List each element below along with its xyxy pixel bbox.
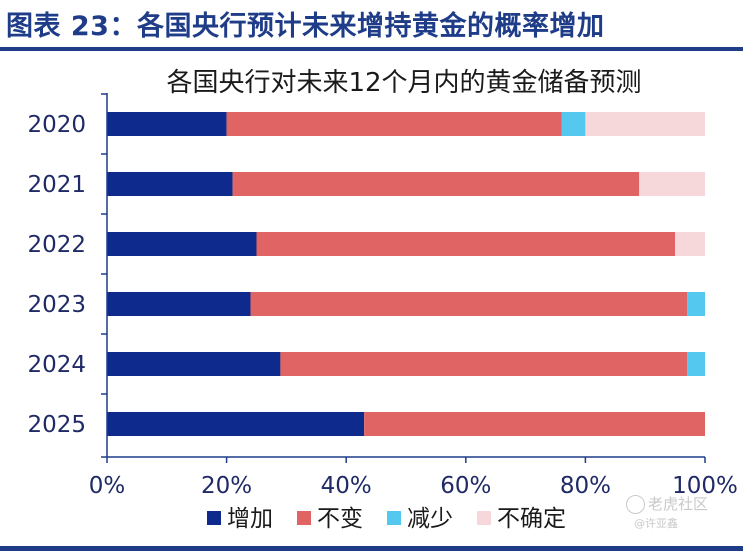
bar-segment-2023-1	[250, 292, 688, 316]
bar-segment-2021-0	[107, 172, 233, 196]
chart-title: 各国央行对未来12个月内的黄金储备预测	[166, 68, 641, 98]
y-tick-label: 2025	[27, 412, 86, 438]
x-tick-label: 40%	[321, 473, 372, 499]
bar-segment-2020-1	[226, 112, 562, 136]
watermark: 老虎社区 @许亚鑫	[626, 494, 708, 534]
y-tick-label: 2024	[27, 352, 86, 378]
legend-swatch	[297, 511, 311, 525]
bar-segment-2020-0	[107, 112, 227, 136]
legend-label: 不变	[317, 506, 363, 532]
y-tick-label: 2020	[27, 112, 86, 138]
watermark-site: 老虎社区	[648, 495, 709, 513]
bar-segment-2023-2	[687, 292, 705, 316]
page-title: 图表 23：各国央行预计未来增持黄金的概率增加	[6, 11, 605, 42]
bar-segment-2024-2	[687, 352, 705, 376]
legend-swatch	[477, 511, 491, 525]
legend: 增加 不变 减少 不确定	[207, 506, 566, 532]
header-divider	[0, 47, 743, 51]
y-tick-label: 2023	[27, 292, 86, 318]
legend-swatch	[387, 511, 401, 525]
y-tick-label: 2021	[27, 172, 86, 198]
bar-segment-2022-1	[256, 232, 676, 256]
watermark-author: @许亚鑫	[634, 517, 678, 530]
tiger-logo-icon	[626, 495, 645, 514]
x-tick-label: 0%	[89, 473, 126, 499]
y-tick-label: 2022	[27, 232, 86, 258]
bar-segment-2024-0	[107, 352, 281, 376]
x-tick-label: 80%	[560, 473, 611, 499]
legend-label: 减少	[407, 506, 453, 532]
legend-label: 增加	[227, 506, 273, 532]
bar-segment-2020-2	[561, 112, 586, 136]
axes-group: 2020 2021 2022 2023 2024 2025 0% 20% 40% 60% 80% 10…	[27, 93, 738, 499]
bar-segment-2020-3	[585, 112, 705, 136]
bar-segment-2025-0	[107, 412, 365, 436]
x-tick-label: 60%	[440, 473, 491, 499]
legend-swatch	[207, 511, 221, 525]
bar-segment-2021-1	[232, 172, 640, 196]
bars-group	[107, 112, 705, 436]
bar-segment-2024-1	[280, 352, 688, 376]
x-tick-label: 20%	[201, 473, 252, 499]
bar-segment-2021-3	[639, 172, 705, 196]
footer-divider	[0, 546, 743, 551]
bar-segment-2022-3	[675, 232, 705, 256]
bar-segment-2022-0	[107, 232, 257, 256]
x-tick-label: 100%	[672, 473, 738, 499]
bar-segment-2025-1	[364, 412, 705, 436]
bar-segment-2023-0	[107, 292, 251, 316]
legend-label: 不确定	[497, 506, 566, 532]
